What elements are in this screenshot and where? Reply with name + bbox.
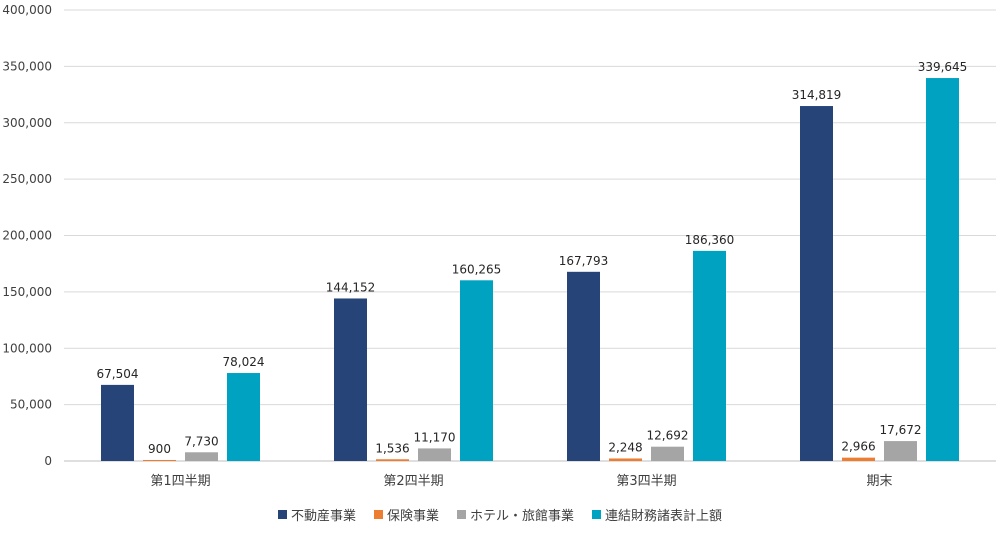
- bar: [334, 298, 367, 461]
- legend-swatch-real-estate: [277, 510, 287, 519]
- bar: [143, 459, 176, 461]
- x-tick-label: 期末: [866, 474, 892, 489]
- x-tick-label: 第3四半期: [616, 474, 676, 489]
- y-tick-label: 300,000: [2, 116, 52, 130]
- bar: [651, 446, 684, 461]
- y-tick-label: 350,000: [2, 59, 52, 73]
- data-label: 314,819: [792, 88, 842, 102]
- legend-swatch-insurance: [373, 510, 383, 519]
- legend-item-insurance: 保険事業: [373, 505, 439, 524]
- bar-chart-plot: 0 50,000 100,000 150,000 200,000 250,000 300,0…: [2, 3, 996, 489]
- legend-swatch-consolidated: [592, 510, 602, 519]
- bar: [800, 106, 833, 462]
- bar: [884, 441, 917, 461]
- data-label: 186,360: [685, 233, 735, 247]
- bar: [842, 457, 875, 461]
- bar: [460, 280, 493, 461]
- bar: [693, 250, 726, 461]
- bar: [376, 459, 409, 461]
- data-label: 67,504: [97, 367, 139, 381]
- data-label: 1,536: [375, 441, 409, 455]
- bar: [185, 452, 218, 461]
- bar: [227, 373, 260, 461]
- data-label: 2,248: [608, 440, 642, 454]
- data-label: 7,730: [184, 434, 218, 448]
- data-label: 2,966: [841, 440, 875, 454]
- bar: [418, 448, 451, 461]
- bar: [567, 271, 600, 461]
- y-tick-label: 400,000: [2, 3, 52, 17]
- data-label: 144,152: [326, 280, 376, 294]
- y-tick-label: 200,000: [2, 229, 52, 243]
- legend-item-real-estate: 不動産事業: [277, 505, 356, 524]
- data-label: 167,793: [559, 254, 609, 268]
- data-label: 900: [148, 442, 171, 456]
- data-label: 12,692: [647, 429, 689, 443]
- legend: 不動産事業 保険事業 ホテル・旅館事業 連結財務諸表計上額: [0, 505, 1000, 524]
- y-tick-label: 100,000: [2, 341, 52, 355]
- data-label: 17,672: [880, 423, 922, 437]
- x-tick-label: 第1四半期: [150, 474, 210, 489]
- y-tick-label: 150,000: [2, 285, 52, 299]
- bar: [609, 458, 642, 461]
- y-tick-label: 0: [44, 454, 52, 468]
- legend-swatch-hotel: [457, 510, 466, 519]
- legend-label-hotel: ホテル・旅館事業: [470, 509, 575, 524]
- data-label: 78,024: [223, 355, 265, 369]
- data-label: 339,645: [918, 60, 968, 74]
- y-tick-label: 250,000: [2, 172, 52, 186]
- y-tick-label: 50,000: [10, 398, 52, 412]
- legend-item-consolidated: 連結財務諸表計上額: [592, 505, 722, 524]
- legend-label-insurance: 保険事業: [386, 509, 439, 524]
- bar: [926, 78, 959, 461]
- legend-item-hotel: ホテル・旅館事業: [457, 505, 574, 524]
- legend-label-consolidated: 連結財務諸表計上額: [605, 509, 723, 524]
- x-tick-label: 第2四半期: [383, 474, 443, 489]
- data-label: 11,170: [414, 430, 456, 444]
- legend-label-real-estate: 不動産事業: [290, 509, 356, 524]
- data-label: 160,265: [452, 262, 502, 276]
- bar: [101, 384, 134, 461]
